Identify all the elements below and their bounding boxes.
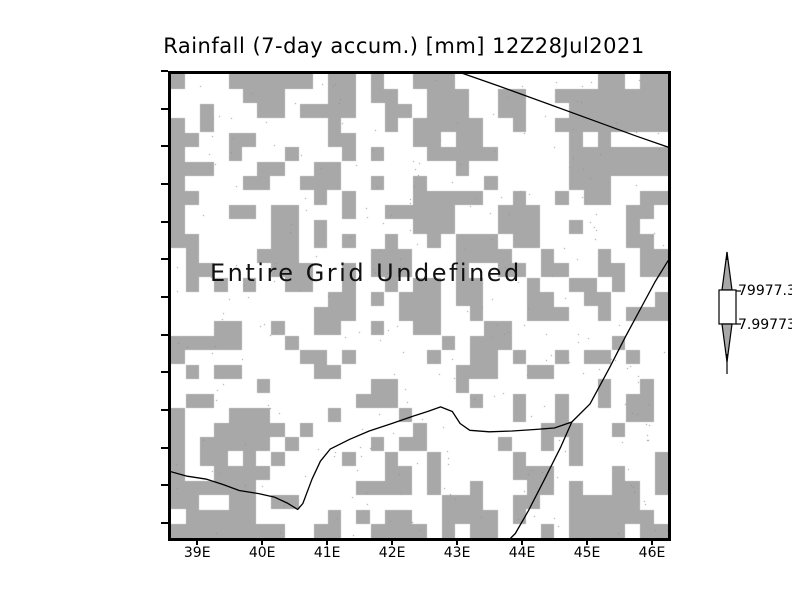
y-axis-tick-mark bbox=[161, 521, 168, 524]
y-axis-labels: 9N8.5N8N7.5N7N6.5N6N5.5N5N4.5N4N3.5N3N bbox=[0, 0, 160, 612]
x-axis-tick-mark bbox=[586, 538, 589, 545]
x-axis-tick-mark bbox=[521, 538, 524, 545]
y-axis-tick-mark bbox=[161, 371, 168, 374]
x-axis-tick-mark bbox=[456, 538, 459, 545]
rainfall-grid-raster bbox=[171, 74, 668, 538]
y-axis-tick-mark bbox=[161, 258, 168, 261]
x-axis-tick-mark bbox=[391, 538, 394, 545]
y-axis-tick-mark bbox=[161, 145, 168, 148]
colorbar-mid-box bbox=[718, 289, 737, 325]
title-text: Rainfall (7-day accum.) [mm] 12Z28Jul202… bbox=[163, 34, 645, 58]
y-axis-tick-mark bbox=[161, 107, 168, 110]
x-axis-tick-label: 43E bbox=[443, 545, 471, 561]
y-axis-tick-mark bbox=[161, 295, 168, 298]
plot-inner bbox=[171, 74, 668, 538]
x-axis-tick-label: 40E bbox=[248, 545, 276, 561]
x-axis-tick-label: 41E bbox=[313, 545, 341, 561]
colorbar[interactable]: 79977.3 7.99773 bbox=[700, 250, 792, 376]
border-line bbox=[171, 260, 668, 511]
x-axis-tick-label: 39E bbox=[183, 545, 211, 561]
x-axis-tick-label: 42E bbox=[378, 545, 406, 561]
x-axis-tick-mark bbox=[651, 538, 653, 545]
y-axis-tick-mark bbox=[161, 446, 168, 449]
x-axis-tick-label: 44E bbox=[508, 545, 536, 561]
country-border-overlay bbox=[171, 74, 668, 538]
y-axis-tick-mark bbox=[161, 408, 168, 411]
x-axis-labels: 39E 40E 41E 42E 43E 44E 45E 46E bbox=[0, 545, 792, 569]
plot-area[interactable] bbox=[168, 71, 671, 541]
colorbar-shape bbox=[718, 251, 741, 374]
border-line bbox=[510, 421, 573, 538]
y-axis-tick-mark bbox=[161, 182, 168, 185]
x-axis-tick-label: 46E bbox=[638, 545, 666, 561]
y-axis-tick-mark bbox=[161, 70, 168, 72]
x-axis-tick-label: 45E bbox=[573, 545, 601, 561]
y-axis-tick-mark bbox=[161, 484, 168, 487]
y-axis-tick-mark bbox=[161, 220, 168, 223]
x-axis-tick-mark bbox=[326, 538, 329, 545]
x-axis-tick-mark bbox=[196, 538, 199, 545]
border-line bbox=[462, 74, 668, 148]
page-title: Rainfall (7-day accum.) [mm] 12Z28Jul202… bbox=[0, 34, 792, 58]
colorbar-bottom-label: 7.99773 bbox=[738, 317, 792, 333]
colorbar-top-label: 79977.3 bbox=[738, 283, 792, 299]
x-axis-tick-mark bbox=[261, 538, 264, 545]
y-axis-tick-mark bbox=[161, 333, 168, 336]
colorbar-bottom-arrow bbox=[721, 323, 733, 363]
undefined-grid-message: Entire Grid Undefined bbox=[210, 259, 522, 287]
